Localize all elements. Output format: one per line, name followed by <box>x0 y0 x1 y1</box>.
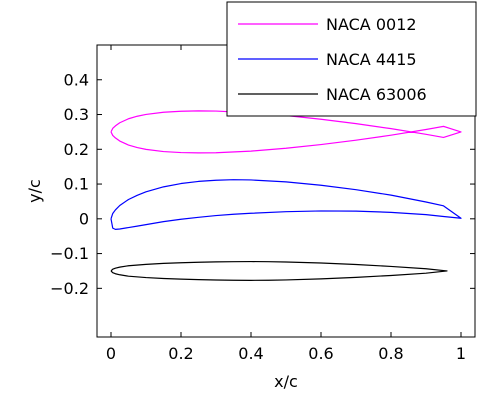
series-line-2 <box>110 179 462 230</box>
series-line-1 <box>110 110 462 154</box>
x-tick-label: 0.2 <box>168 344 193 363</box>
y-tick-label: 0.3 <box>64 105 89 124</box>
x-tick-label: 0.8 <box>378 344 403 363</box>
x-tick-label: 0.4 <box>238 344 263 363</box>
y-axis-label: y/c <box>25 179 44 203</box>
y-axis-ticks: −0.2 −0.1 0 0.1 0.2 0.3 0.4 <box>50 70 475 298</box>
x-axis-label: x/c <box>274 372 298 391</box>
y-tick-label: −0.1 <box>50 244 89 263</box>
legend: NACA 0012 NACA 4415 NACA 63006 <box>226 1 477 117</box>
legend-label: NACA 0012 <box>326 15 417 34</box>
plot-area: 0 0.2 0.4 0.6 0.8 1 −0.2 −0.1 0 0.1 0.2 0.3 0.4 <box>50 44 476 363</box>
y-tick-label: −0.2 <box>50 279 89 298</box>
series-line-3 <box>110 260 448 281</box>
x-axis-ticks: 0 0.2 0.4 0.6 0.8 1 <box>106 45 466 363</box>
x-tick-label: 0 <box>106 344 116 363</box>
y-tick-label: 0.2 <box>64 140 89 159</box>
y-tick-label: 0.1 <box>64 175 89 194</box>
x-tick-label: 1 <box>456 344 466 363</box>
legend-label: NACA 63006 <box>326 85 427 104</box>
series-curves <box>110 110 462 281</box>
legend-items: NACA 0012 NACA 4415 NACA 63006 <box>238 15 427 104</box>
x-tick-label: 0.6 <box>308 344 333 363</box>
y-tick-label: 0.4 <box>64 70 89 89</box>
legend-label: NACA 4415 <box>326 50 417 69</box>
y-tick-label: 0 <box>79 209 89 228</box>
